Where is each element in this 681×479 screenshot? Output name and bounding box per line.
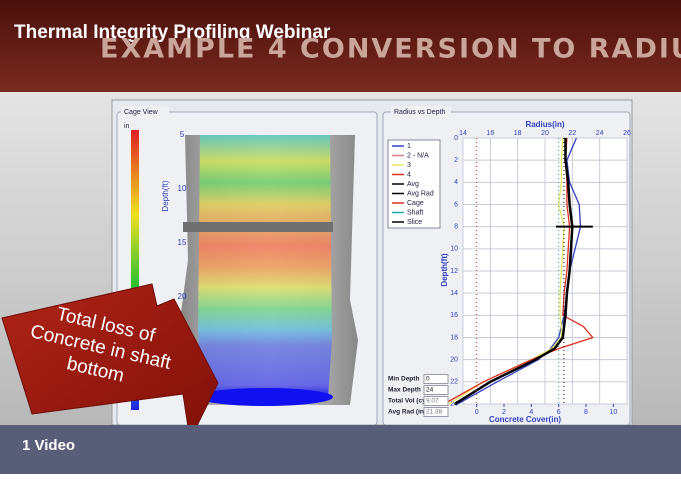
footer-bar[interactable] (0, 425, 681, 474)
control-label: Total Vol (cy) (388, 398, 428, 405)
control-input[interactable] (423, 374, 449, 384)
top-tick-label: 20 (541, 130, 549, 137)
control-input[interactable] (423, 396, 449, 406)
cover-tick-label: 2 (502, 409, 506, 416)
slide-title: EXAMPLE 4 CONVERSION TO RADIUS (100, 34, 681, 65)
cage-view-title: Cage View (124, 109, 159, 116)
callout-arrow (1, 283, 219, 442)
control-value: 24 (426, 387, 434, 394)
y-tick-label: 24 (450, 401, 458, 408)
top-tick-label: 16 (486, 130, 494, 137)
cover-tick-label: 8 (584, 409, 588, 416)
top-tick-label: 14 (459, 130, 467, 137)
legend-label: Shaft (407, 209, 423, 216)
control-label: Min Depth (388, 376, 419, 383)
control-input[interactable] (423, 385, 449, 395)
legend-label: 3 (407, 162, 411, 169)
y-tick-label: 4 (454, 179, 458, 186)
y-axis-label: Depth(ft) (440, 253, 449, 287)
y-tick-label: 6 (454, 201, 458, 208)
y-tick-label: 22 (450, 379, 458, 386)
legend-label: Cage (407, 200, 424, 207)
radius-chart-title: Radius vs Depth (394, 109, 445, 116)
series-line (448, 137, 565, 405)
colorbar (131, 130, 139, 410)
header (0, 0, 681, 92)
control-value: 21.38 (426, 409, 443, 416)
cover-tick-label: 10 (609, 409, 617, 416)
depth-tick-label: 20 (178, 292, 187, 301)
panel-label-bg (121, 106, 169, 118)
y-tick-label: 12 (450, 268, 458, 275)
y-tick-label: 2 (454, 157, 458, 164)
series-line (454, 138, 574, 406)
top-tick-label: 22 (568, 130, 576, 137)
cover-tick-label: 6 (557, 409, 561, 416)
colorbar-unit: in (124, 123, 130, 130)
legend-label: Avg Rad (407, 190, 434, 197)
control-value: 0 (426, 376, 430, 383)
y-tick-label: 10 (450, 246, 458, 253)
shaft-bottom (197, 388, 333, 406)
webinar-title: Thermal Integrity Profiling Webinar (14, 22, 331, 43)
y-tick-label: 8 (454, 224, 458, 231)
y-tick-label: 14 (450, 290, 458, 297)
legend-label: 4 (407, 171, 411, 178)
legend-label: 1 (407, 143, 411, 150)
top-tick-label: 26 (623, 130, 631, 137)
video-label[interactable]: 1 Video (22, 437, 75, 454)
legend-label: Avg (407, 181, 419, 188)
depth-tick-label: 10 (178, 184, 187, 193)
top-tick-label: 18 (514, 130, 522, 137)
depth-axis-label: Depth(ft) (161, 180, 170, 211)
shaft-core (198, 135, 332, 398)
legend-label: 2 - N/A (407, 152, 429, 159)
cover-tick-label: 4 (529, 409, 533, 416)
control-label: Max Depth (388, 387, 421, 394)
cover-tick-label: 0 (475, 409, 479, 416)
y-tick-label: 18 (450, 334, 458, 341)
control-label: Avg Rad (in) (388, 409, 426, 416)
control-value: 9.07 (426, 398, 439, 405)
y-tick-label: 16 (450, 312, 458, 319)
y-tick-label: 0 (454, 135, 458, 142)
y-tick-label: 20 (450, 357, 458, 364)
slice-band (183, 222, 333, 232)
panel-label-bg (391, 106, 451, 118)
depth-tick-label: 15 (178, 238, 187, 247)
top-axis-label: Radius(in) (525, 120, 564, 129)
depth-tick-label: 5 (180, 130, 185, 139)
bottom-axis-label: Concrete Cover(in) (489, 415, 561, 424)
top-tick-label: 24 (596, 130, 604, 137)
control-input[interactable] (423, 407, 449, 417)
legend-label: Slice (407, 219, 422, 226)
